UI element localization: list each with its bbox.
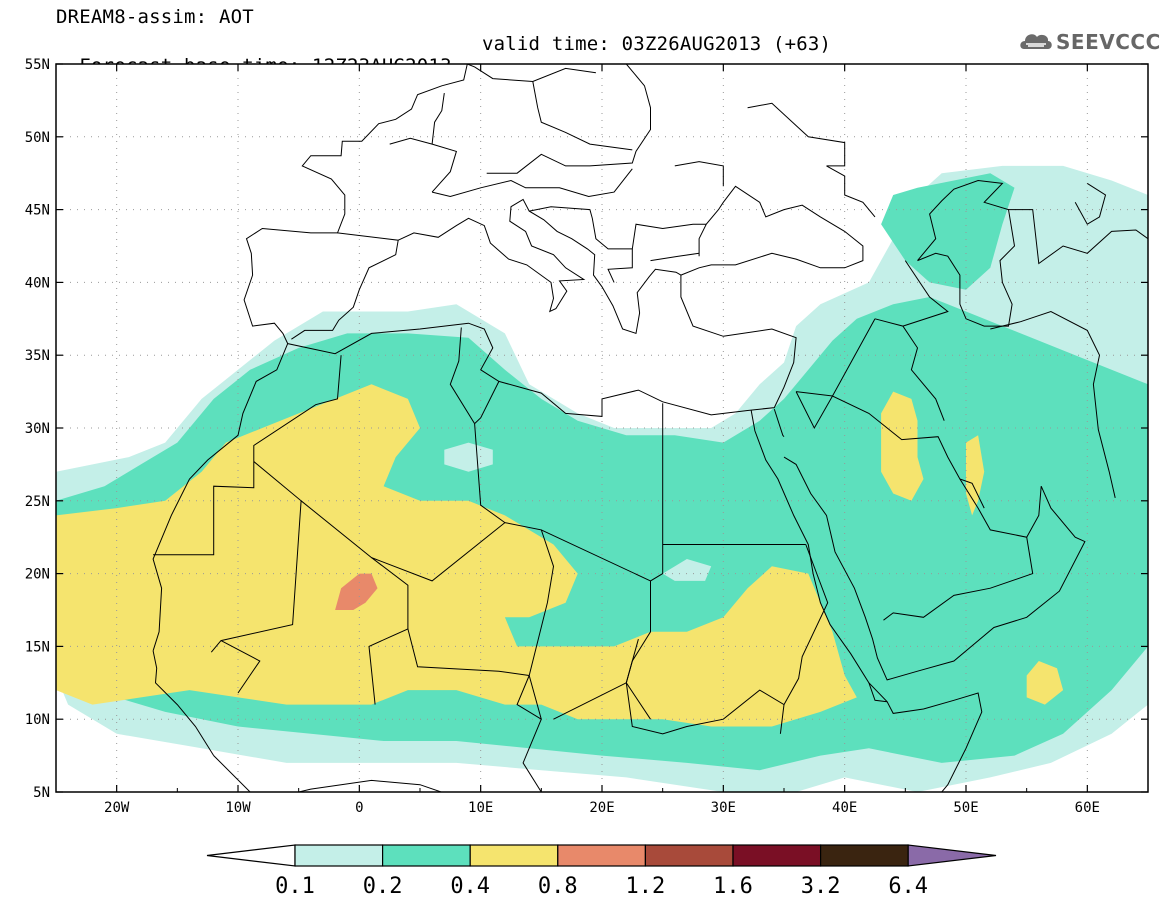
map-title: DREAM8-assim: AOT — [56, 6, 254, 28]
boundary-line — [467, 64, 596, 83]
boundary-line — [773, 408, 785, 438]
boundary-line — [210, 461, 302, 653]
x-tick-label: 60E — [1075, 800, 1100, 816]
boundary-line — [220, 640, 261, 694]
x-tick-label: 50E — [953, 800, 978, 816]
graticule — [56, 64, 1148, 792]
boundary-line — [625, 682, 785, 735]
boundary-line — [990, 310, 1116, 499]
aot-contour-layers — [56, 165, 1148, 792]
boundary-line — [783, 544, 829, 705]
y-tick-label: 40N — [25, 275, 50, 291]
aot-region-0p8 — [335, 573, 378, 610]
boundary-line — [747, 102, 846, 167]
aot-region-0p2 — [881, 173, 1015, 290]
y-tick-label: 5N — [33, 785, 50, 801]
y-tick-label: 25N — [25, 494, 50, 510]
axis-ticks: 20W 10W 0 10E 20E 30E 40E 50E 60E 55N 50N 45N 40N 35N… — [25, 57, 1149, 816]
boundary-line — [750, 410, 888, 703]
boundary-line — [959, 478, 985, 509]
boundary-line — [389, 137, 458, 193]
boundary-line — [917, 179, 1016, 327]
boundary-line — [474, 423, 506, 524]
x-tick-label: 20E — [589, 800, 614, 816]
boundary-line — [516, 675, 542, 792]
boundary-line — [449, 327, 476, 424]
y-tick-label: 20N — [25, 567, 50, 583]
boundary-line — [152, 650, 215, 756]
aot-region-0p4 — [56, 384, 857, 727]
boundary-line — [431, 168, 633, 198]
x-tick-label: 0 — [355, 800, 363, 816]
boundary-line — [1074, 182, 1107, 225]
boundary-line — [291, 232, 399, 340]
x-tick-label: 20W — [104, 800, 130, 816]
boundary-line — [874, 318, 945, 421]
boundary-line — [253, 355, 342, 462]
y-tick-label: 45N — [25, 203, 50, 219]
x-tick-label: 30E — [711, 800, 736, 816]
boundary-line — [607, 248, 633, 283]
coastlines — [152, 64, 1148, 792]
boundary-line — [153, 461, 255, 556]
boundary-line — [674, 161, 724, 187]
x-tick-label: 10W — [225, 800, 251, 816]
boundary-line — [650, 252, 700, 262]
boundary-line — [368, 628, 530, 705]
boundary-line — [1008, 209, 1148, 265]
boundary-line — [826, 165, 876, 218]
boundary-line — [397, 198, 682, 335]
boundary-line — [371, 522, 555, 720]
boundary-line — [541, 529, 651, 582]
cloud-icon — [1020, 34, 1052, 49]
aot-region-low — [662, 559, 712, 581]
boundary-line — [300, 500, 409, 629]
boundary-line — [529, 206, 707, 250]
y-tick-label: 15N — [25, 639, 50, 655]
x-tick-label: 10E — [468, 800, 493, 816]
boundary-line — [431, 93, 445, 145]
x-tick-label: 40E — [832, 800, 857, 816]
boundary-line — [783, 456, 1086, 681]
y-tick-label: 35N — [25, 348, 50, 364]
aot-region-0p4 — [1026, 661, 1064, 705]
boundary-line — [795, 391, 1034, 621]
boundary-line — [243, 64, 468, 344]
y-tick-label: 10N — [25, 712, 50, 728]
boundary-line — [532, 81, 633, 151]
y-tick-label: 30N — [25, 421, 50, 437]
y-tick-label: 55N — [25, 57, 50, 73]
boundary-line — [486, 64, 651, 174]
boundary-line — [868, 682, 983, 792]
boundary-line — [152, 185, 864, 651]
boundary-line — [213, 755, 443, 792]
boundary-line — [474, 381, 500, 424]
valid-time: valid time: 03Z26AUG2013 (+63) — [482, 33, 832, 55]
seevccc-logo: SEEVCCC — [1018, 27, 1161, 55]
aot-region-0p4 — [881, 391, 924, 501]
logo-text: SEEVCCC — [1056, 30, 1161, 54]
y-tick-label: 50N — [25, 130, 50, 146]
boundary-line — [902, 260, 949, 327]
